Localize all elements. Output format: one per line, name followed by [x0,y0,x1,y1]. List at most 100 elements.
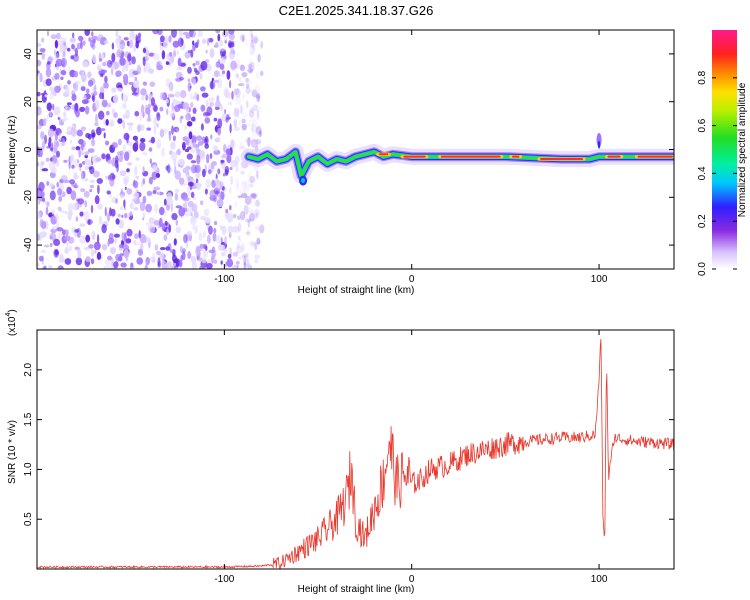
noise-speck [186,121,193,127]
noise-speck [215,235,222,244]
noise-speck [114,237,117,245]
noise-speck [90,258,95,265]
noise-speck [177,57,182,67]
noise-speck [57,265,64,269]
noise-speck [168,224,172,233]
noise-speck [217,127,222,136]
noise-speck [249,114,256,124]
noise-speck [142,152,148,156]
noise-speck [167,164,171,174]
noise-speck [69,139,73,144]
noise-speck [249,30,254,39]
noise-speck [257,53,261,63]
noise-speck [115,198,118,204]
noise-speck [229,186,232,195]
noise-speck [255,199,260,207]
noise-speck [70,127,77,137]
noise-speck [117,213,121,218]
noise-speck [78,163,83,168]
y-tick-label: 1.5 [23,412,34,426]
spectrogram-xlabel: Height of straight line (km) [298,285,415,296]
noise-speck [187,82,192,92]
noise-speck [210,134,213,140]
noise-speck [148,147,153,152]
noise-speck [118,44,125,49]
noise-speck [204,188,208,195]
noise-speck [72,53,79,63]
noise-speck [128,125,133,132]
noise-speck [255,212,259,219]
noise-speck [121,65,125,73]
noise-speck [149,158,152,164]
noise-speck [38,255,44,262]
noise-speck [254,254,261,260]
noise-speck [190,102,194,108]
noise-speck [145,222,150,226]
noise-speck [202,111,210,117]
noise-speck [202,136,206,144]
noise-speck [96,251,102,260]
noise-speck [53,145,58,154]
noise-speck [89,179,95,184]
noise-speck [191,225,199,231]
noise-speck [248,183,254,188]
noise-speck [145,256,150,266]
noise-speck [127,122,134,126]
noise-speck [189,93,194,100]
noise-speck [237,256,244,260]
noise-speck [140,243,144,251]
noise-speck [121,214,124,218]
noise-speck [84,178,89,182]
noise-speck [248,70,253,74]
noise-speck [142,178,146,185]
noise-speck [76,129,84,137]
noise-speck [122,244,130,251]
noise-speck [122,103,127,109]
noise-speck [109,178,115,187]
noise-speck [125,254,129,262]
noise-speck [97,34,104,39]
noise-speck [149,81,156,87]
noise-speck [42,197,46,202]
noise-speck [156,250,161,256]
noise-speck [184,210,192,217]
noise-speck [169,248,176,254]
noise-speck [196,39,200,45]
noise-speck [229,247,232,253]
noise-speck [180,245,183,254]
noise-speck [123,175,130,184]
noise-speck [153,105,158,112]
noise-speck [79,211,84,217]
noise-speck [241,181,247,190]
noise-speck [39,218,44,228]
noise-speck [58,195,63,202]
noise-speck [124,212,128,219]
noise-speck [247,219,251,228]
noise-speck [238,238,242,244]
noise-speck [234,63,239,69]
noise-speck [256,106,262,112]
noise-speck [71,164,75,169]
noise-speck [195,178,199,184]
noise-speck [139,201,146,212]
noise-speck [197,140,204,146]
noise-speck [190,191,195,198]
noise-speck [238,188,244,194]
noise-speck [81,171,84,180]
noise-speck [115,218,120,225]
noise-speck [72,32,75,39]
noise-speck [71,146,76,151]
noise-speck [241,123,247,131]
noise-speck [166,108,169,115]
noise-speck [95,113,98,124]
noise-speck [195,135,203,141]
noise-speck [206,153,210,164]
noise-speck [254,259,259,264]
noise-speck [90,204,94,214]
noise-speck [108,123,115,127]
noise-speck [62,50,66,58]
noise-speck [126,40,130,47]
noise-speck [201,257,207,264]
noise-speck [46,30,50,37]
noise-speck [40,231,47,238]
